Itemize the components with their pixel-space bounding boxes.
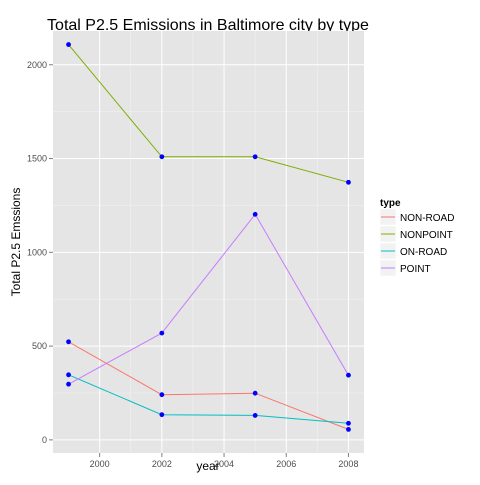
y-tick-label: 1000: [27, 247, 47, 257]
data-point-point: [252, 211, 258, 217]
data-point-non-road: [252, 390, 258, 396]
x-tick-label: 2004: [214, 459, 234, 469]
data-point-nonpoint: [252, 154, 258, 160]
data-point-nonpoint: [66, 42, 71, 47]
y-tick-label: 1500: [27, 154, 47, 164]
data-point-point: [159, 330, 165, 336]
data-point-non-road: [346, 427, 351, 432]
x-tick-label: 2002: [152, 459, 172, 469]
y-tick-label: 500: [32, 341, 47, 351]
x-axis-title: year: [196, 459, 219, 473]
plot-panel: [53, 31, 364, 453]
x-tick-label: 2006: [276, 459, 296, 469]
legend-label-on-road: ON-ROAD: [400, 247, 447, 258]
y-axis-ticks: 0 500 1000 1500 2000: [27, 60, 53, 445]
y-tick-label: 0: [42, 435, 47, 445]
series-line-point: [68, 213, 349, 385]
data-point-non-road: [66, 339, 71, 345]
data-point-on-road: [66, 372, 71, 378]
legend-label-point: POINT: [400, 264, 431, 275]
legend-label-nonpoint: NONPOINT: [400, 230, 453, 241]
data-point-point: [346, 372, 351, 378]
series-line-on-road: [68, 374, 349, 424]
data-point-non-road: [159, 392, 165, 398]
x-axis-ticks: 2000 2002 2004 2006 2008: [90, 453, 358, 469]
grid-lines: [53, 31, 364, 453]
data-point-point: [66, 381, 71, 387]
data-point-on-road: [159, 412, 165, 418]
chart-title: Total P2.5 Emissions in Baltimore city b…: [47, 17, 369, 34]
data-point-on-road: [346, 420, 351, 426]
y-tick-label: 2000: [27, 60, 47, 70]
x-tick-label: 2008: [338, 459, 358, 469]
data-point-on-road: [252, 413, 258, 418]
series-lines: [68, 44, 349, 430]
legend: type NON-ROAD NONPOINT ON-ROAD POINT: [379, 198, 454, 277]
legend-label-non-road: NON-ROAD: [400, 213, 454, 224]
data-point-nonpoint: [346, 179, 351, 185]
y-axis-title: Total P2.5 Emssions: [9, 188, 23, 297]
x-tick-label: 2000: [90, 459, 110, 469]
legend-title: type: [380, 198, 401, 209]
data-point-nonpoint: [159, 154, 165, 160]
series-points: [66, 42, 351, 432]
series-line-non-road: [68, 341, 349, 430]
series-line-nonpoint: [68, 44, 349, 183]
